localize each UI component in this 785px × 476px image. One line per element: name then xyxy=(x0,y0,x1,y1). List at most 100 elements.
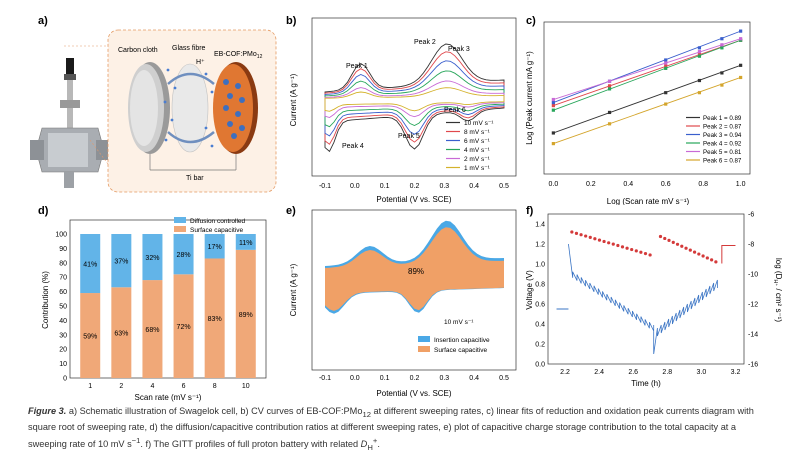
legend-surface: Surface capacitive xyxy=(434,347,487,354)
legend-entry: 2 mV s⁻¹ xyxy=(464,156,491,163)
diffusion-point xyxy=(630,247,634,252)
diffusion-point xyxy=(607,241,611,245)
bar-diffusion xyxy=(80,234,101,294)
y-tick-label: 50 xyxy=(59,304,67,311)
data-label-diffusion: 28% xyxy=(177,252,191,259)
panel-d-letter: d) xyxy=(38,205,49,217)
data-label-surface: 59% xyxy=(83,334,97,341)
x-tick-label: 0.8 xyxy=(698,181,708,188)
x-tick-label: 0.3 xyxy=(439,375,449,382)
ion-arrow-top xyxy=(167,72,215,85)
x-tick-label: 2.8 xyxy=(662,369,672,376)
legend-entry: Peak 4 = 0.92 xyxy=(703,141,742,148)
y2-tick-label: -8 xyxy=(748,242,754,249)
diffusion-point xyxy=(663,236,667,241)
cv-curve-4 xyxy=(324,70,505,128)
y-tick-label: 0.8 xyxy=(535,282,545,289)
capacitive-percent: 89% xyxy=(408,267,424,276)
x-tick-label: 2.6 xyxy=(628,369,638,376)
data-point xyxy=(720,83,724,87)
diffusion-point xyxy=(620,245,625,249)
y-tick-label: 40 xyxy=(59,318,67,325)
y2-tick-label: -6 xyxy=(748,212,754,219)
proton-dots xyxy=(163,68,214,148)
x-tick-label: 2 xyxy=(119,383,123,390)
data-point xyxy=(607,79,612,83)
panel-b-letter: b) xyxy=(286,15,297,27)
figure-number: Figure 3. xyxy=(28,406,67,416)
fit-line xyxy=(553,39,741,107)
peak-1-label: Peak 1 xyxy=(346,63,368,70)
fit-line xyxy=(553,30,741,103)
legend-swatch-diffusion xyxy=(174,217,186,223)
y-tick-labels: 0 10 20 30 40 50 60 70 80 90 100 xyxy=(55,232,67,383)
panel-d-bar-chart: d) 59%41%63%37%68%32%72%28%83%17%89%11% … xyxy=(38,205,267,402)
x-tick-label: 3.0 xyxy=(697,369,707,376)
x-axis-label: Time (h) xyxy=(631,379,661,388)
data-point xyxy=(607,87,612,91)
panel-f-gitt-chart: f) 2.2 2.4 2.6 2.8 3.0 3.2 0.0 0.2 0.4 0.6 0.8 1.0 1… xyxy=(525,205,783,388)
x-tick-label: 0.5 xyxy=(499,375,509,382)
x-tick-label: 0.1 xyxy=(380,375,390,382)
data-point xyxy=(739,29,743,33)
data-point xyxy=(720,71,724,75)
data-point xyxy=(697,50,702,54)
x-tick-label: 0.0 xyxy=(548,181,558,188)
data-label-diffusion: 32% xyxy=(145,255,159,262)
fit-line xyxy=(553,38,741,100)
scan-rate-label: 10 mV s⁻¹ xyxy=(444,319,474,326)
fit-line xyxy=(553,39,741,111)
cv-curve-5 xyxy=(324,80,505,118)
legend-surface: Surface capacitive xyxy=(190,227,243,234)
voltage-trace xyxy=(568,243,718,355)
x-tick-labels: -0.1 0.0 0.1 0.2 0.3 0.4 0.5 xyxy=(319,183,509,190)
y-axis-label: Contribution (%) xyxy=(41,271,50,329)
data-point xyxy=(551,142,555,146)
legend-swatch-surface xyxy=(418,346,430,352)
x-tick-label: 0.2 xyxy=(410,183,420,190)
y2-tick-label: -14 xyxy=(748,332,758,339)
diffusion-point xyxy=(616,243,620,248)
cv-curve-6 xyxy=(324,87,505,112)
legend-insertion: Insertion capacitive xyxy=(434,337,490,344)
x-tick-label: 8 xyxy=(213,383,217,390)
x-tick-label: 2.2 xyxy=(560,369,570,376)
bar-diffusion xyxy=(173,234,194,275)
diffusion-point xyxy=(648,253,652,257)
y-tick-label: 20 xyxy=(59,347,67,354)
diffusion-point xyxy=(692,250,697,254)
data-point xyxy=(551,100,555,105)
data-point xyxy=(720,46,724,50)
bar-diffusion xyxy=(204,234,225,259)
legend-entry: 6 mV s⁻¹ xyxy=(464,138,491,145)
panel-a: a) Carbon clo xyxy=(30,15,277,193)
data-point xyxy=(607,84,612,88)
plot-frame xyxy=(547,213,745,365)
diffusion-point xyxy=(643,252,648,256)
data-point xyxy=(739,37,743,41)
x-tick-label: 2.4 xyxy=(594,369,604,376)
diffusion-point xyxy=(639,250,643,254)
data-point xyxy=(697,91,702,95)
data-point xyxy=(720,43,724,47)
y-axis-label: Current (A g⁻¹) xyxy=(289,263,298,316)
diffusion-point xyxy=(671,240,675,244)
data-point xyxy=(697,54,702,58)
legend-entry: 10 mV s⁻¹ xyxy=(464,120,494,127)
legend-entry: 1 mV s⁻¹ xyxy=(464,165,491,172)
legend: 10 mV s⁻¹ 8 mV s⁻¹ 6 mV s⁻¹ 4 mV s⁻¹ 2 mV s⁻… xyxy=(446,120,494,172)
cv-curve-2 xyxy=(324,51,505,145)
data-point xyxy=(664,91,668,95)
legend-entry: Peak 5 = 0.81 xyxy=(703,149,742,156)
plot-frame xyxy=(311,17,517,177)
x-tick-label: 0.4 xyxy=(469,183,479,190)
x-tick-label: 0.2 xyxy=(586,181,596,188)
legend-entry: Peak 1 = 0.89 xyxy=(703,115,742,122)
x-tick-label: 1.0 xyxy=(736,181,746,188)
diffusion-point xyxy=(701,254,705,258)
y-tick-label: 80 xyxy=(59,260,67,267)
legend-entry: 4 mV s⁻¹ xyxy=(464,147,491,154)
panel-a-letter: a) xyxy=(38,15,48,27)
bar-diffusion xyxy=(111,234,132,288)
y-tick-label: 0 xyxy=(63,376,67,383)
